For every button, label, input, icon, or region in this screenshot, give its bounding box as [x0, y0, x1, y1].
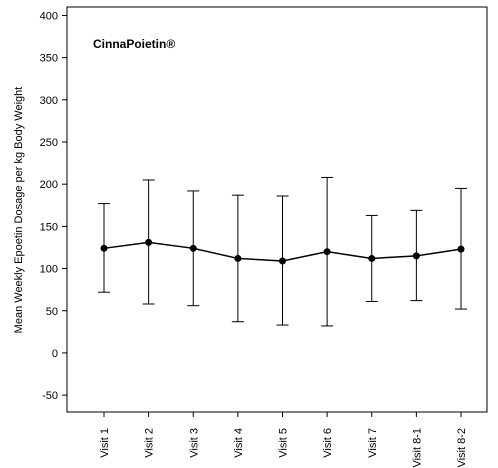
- y-tick-label: 250: [40, 137, 58, 149]
- data-point: [457, 245, 465, 253]
- x-tick-label: Visit 7: [367, 428, 379, 458]
- data-point: [234, 254, 242, 262]
- y-tick-label: 0: [52, 348, 58, 360]
- data-point: [412, 252, 420, 260]
- x-axis: Visit 1 Visit 2 Visit 3 Visit 4 Visit 5 Visit…: [99, 412, 468, 468]
- x-tick-label: Visit 6: [322, 428, 334, 458]
- data-point: [279, 257, 286, 265]
- data-point: [100, 244, 108, 252]
- y-tick-label: 200: [40, 179, 58, 191]
- data-point: [323, 248, 331, 256]
- y-tick-label: 150: [40, 221, 58, 233]
- data-point: [189, 244, 197, 252]
- x-tick-label: Visit 1: [99, 428, 111, 458]
- data-point: [368, 254, 376, 262]
- x-tick-label: Visit 8-1: [411, 428, 423, 468]
- y-tick-label: 350: [40, 53, 58, 65]
- x-tick-label: Visit 2: [144, 428, 156, 458]
- series-layer: [98, 176, 467, 327]
- data-point: [145, 238, 153, 246]
- y-tick-label: 100: [40, 264, 58, 276]
- x-tick-label: Visit 4: [233, 428, 245, 458]
- y-axis: -50 0 50 100 150 200 250 300 350 400: [40, 10, 67, 402]
- y-tick-label: -50: [42, 390, 58, 402]
- chart-title: CinnaPoietin®: [93, 37, 175, 51]
- x-tick-label: Visit 3: [188, 428, 200, 458]
- y-axis-label: Mean Weekly Epoetin Dosage per kg Body W…: [13, 87, 25, 334]
- y-tick-label: 50: [46, 306, 58, 318]
- x-tick-label: Visit 8-2: [456, 428, 468, 468]
- y-tick-label: 400: [40, 10, 58, 22]
- y-tick-label: 300: [40, 95, 58, 107]
- plot-frame: [66, 6, 488, 413]
- x-tick-label: Visit 5: [278, 428, 290, 458]
